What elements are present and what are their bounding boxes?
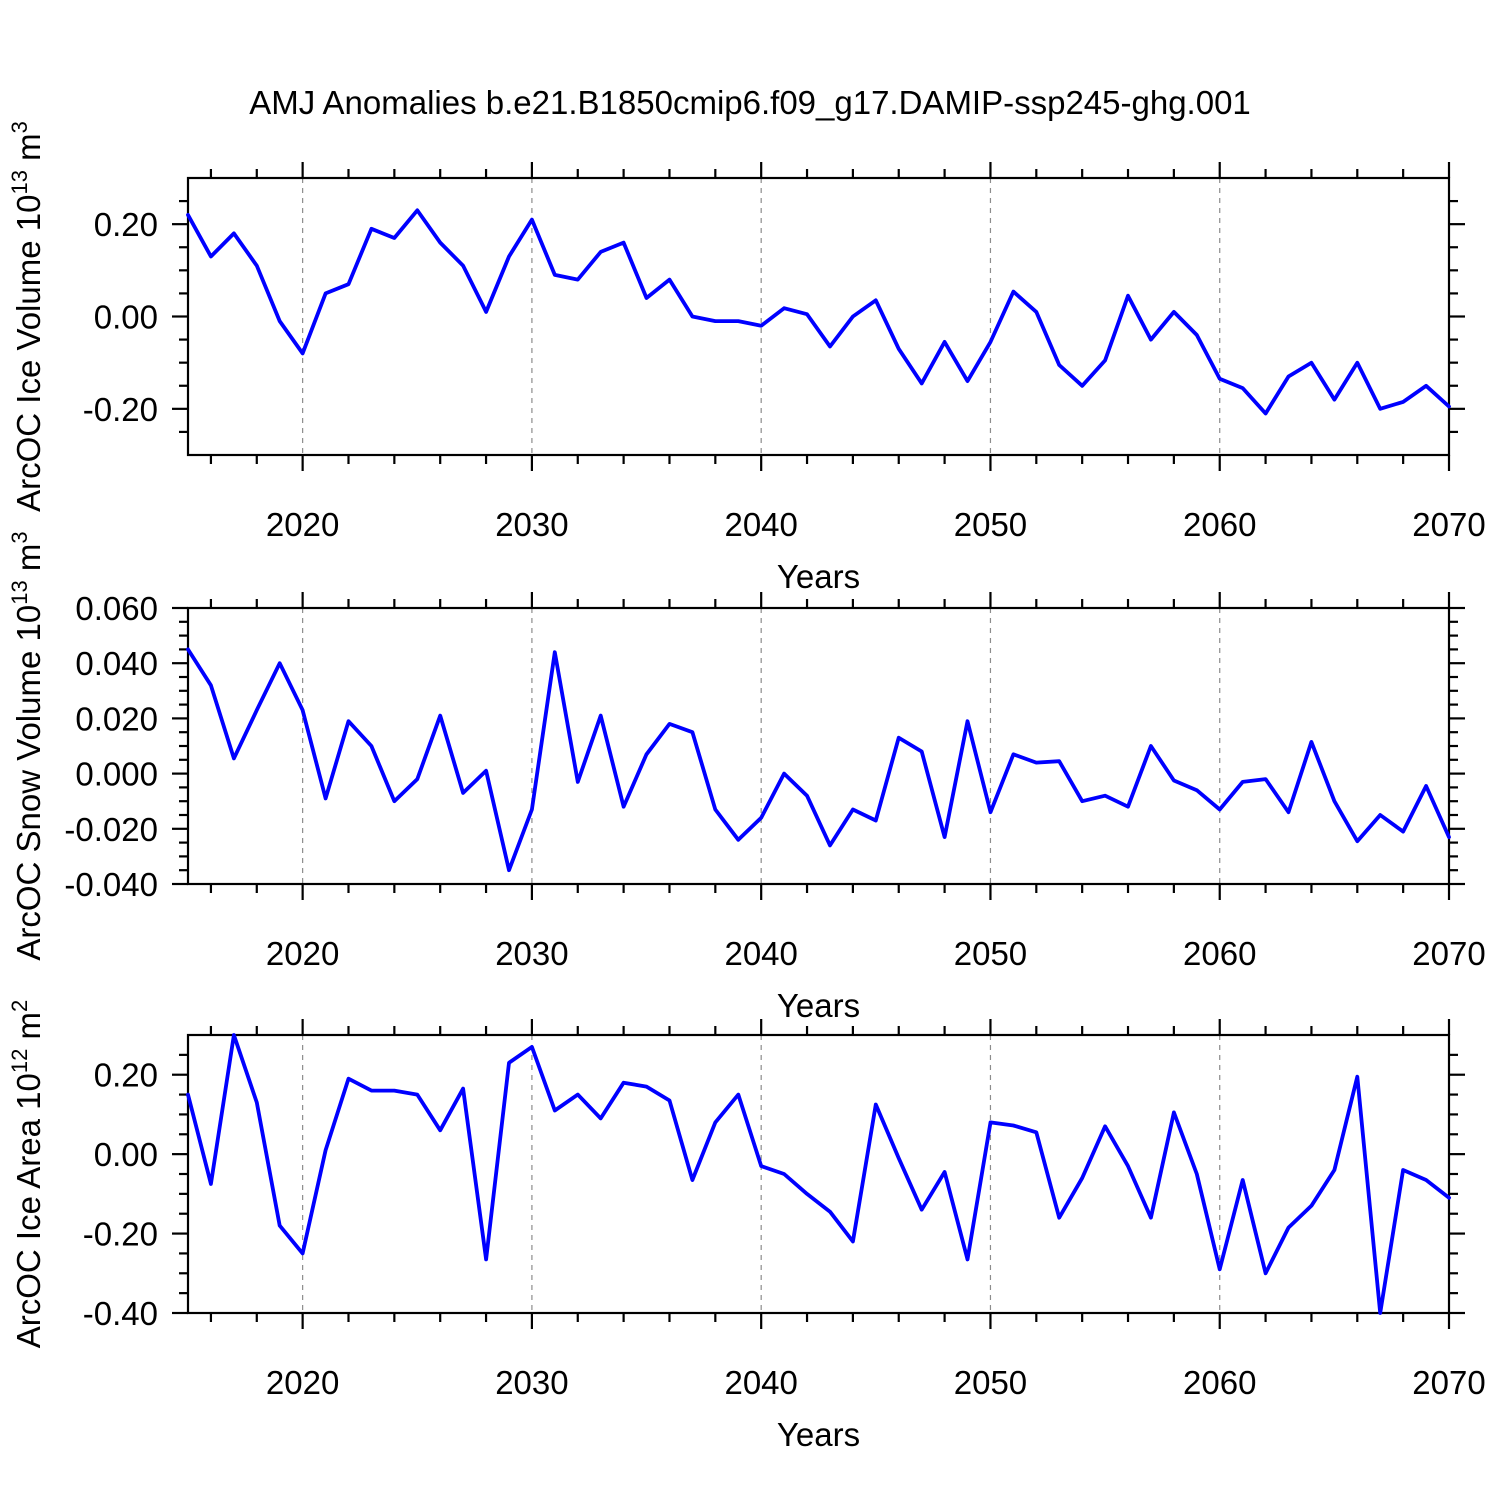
y-axis-title: ArcOC Ice Area 1012 m2 (7, 1000, 47, 1349)
series-line (186, 647, 1451, 873)
plot-frame (186, 176, 1451, 457)
x-tick-label: 2050 (954, 935, 1027, 972)
x-tick-label: 2020 (266, 935, 339, 972)
chart-title: AMJ Anomalies b.e21.B1850cmip6.f09_g17.D… (249, 84, 1251, 121)
y-tick-label: 0.000 (75, 756, 158, 793)
series-line (186, 208, 1451, 416)
x-tick-label: 2030 (495, 935, 568, 972)
y-tick-label: 0.040 (75, 645, 158, 682)
plot-frame (186, 1033, 1451, 1315)
x-tick-label: 2050 (954, 506, 1027, 543)
x-tick-label: 2040 (724, 1364, 797, 1401)
x-tick-label: 2040 (724, 935, 797, 972)
series-line (186, 1033, 1451, 1315)
y-tick-label: -0.020 (64, 811, 158, 848)
x-tick-label: 2050 (954, 1364, 1027, 1401)
x-tick-label: 2030 (495, 506, 568, 543)
y-axis-title: ArcOC Snow Volume 1013 m3 (7, 531, 47, 960)
y-tick-label: 0.020 (75, 700, 158, 737)
y-tick-label: 0.00 (94, 1136, 158, 1173)
x-tick-label: 2070 (1412, 1364, 1485, 1401)
x-tick-label: 2020 (266, 1364, 339, 1401)
panel-ice-volume: 2020 2030 2040 2050 2060 2070 0.20 0.00 -0.20 Yea… (7, 121, 1486, 595)
y-tick-label: -0.20 (83, 391, 158, 428)
y-tick-label: -0.40 (83, 1295, 158, 1332)
y-axis-title: ArcOC Ice Volume 1013 m3 (7, 121, 47, 512)
x-axis-title: Years (777, 558, 860, 595)
panel-ice-area: 2020 2030 2040 2050 2060 2070 0.20 0.00 -0.20 -0.… (7, 1000, 1486, 1453)
plot-frame (186, 606, 1451, 886)
y-tick-label: 0.20 (94, 206, 158, 243)
x-tick-label: 2030 (495, 1364, 568, 1401)
y-tick-label: 0.00 (94, 299, 158, 336)
y-tick-label: 0.060 (75, 590, 158, 627)
x-tick-label: 2060 (1183, 935, 1256, 972)
x-axis-title: Years (777, 1416, 860, 1453)
x-tick-label: 2020 (266, 506, 339, 543)
y-tick-label: -0.20 (83, 1216, 158, 1253)
x-tick-label: 2040 (724, 506, 797, 543)
y-tick-label: -0.040 (64, 866, 158, 903)
x-axis-title: Years (777, 987, 860, 1024)
x-tick-label: 2060 (1183, 506, 1256, 543)
panel-snow-volume: 2020 2030 2040 2050 2060 2070 0.060 0.040 0.020 0… (7, 531, 1486, 1024)
y-tick-label: 0.20 (94, 1057, 158, 1094)
x-tick-label: 2060 (1183, 1364, 1256, 1401)
x-tick-label: 2070 (1412, 506, 1485, 543)
x-tick-label: 2070 (1412, 935, 1485, 972)
